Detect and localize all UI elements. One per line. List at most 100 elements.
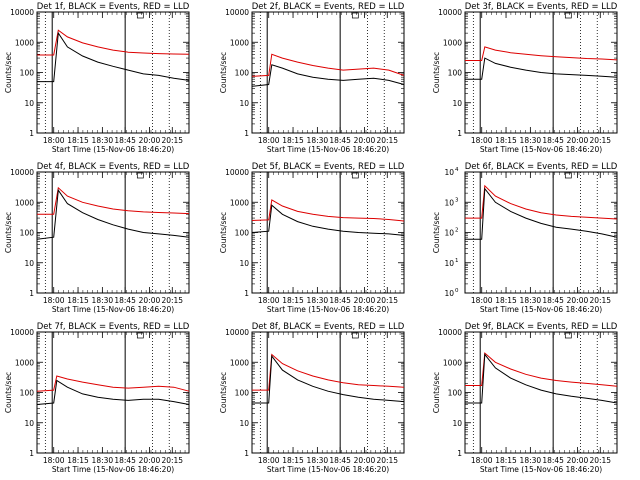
legend-box [564, 12, 572, 19]
x-tick-label: 18:45 [114, 136, 136, 145]
x-tick-label: 20:15 [376, 296, 398, 305]
x-tick-label: 20:15 [161, 136, 183, 145]
y-axis-label: Counts/sec [432, 372, 441, 413]
panel-7: Det 7f, BLACK = Events, RED = LLD 1 10 100 1… [4, 322, 190, 474]
y-axis-label: Counts/sec [4, 372, 13, 413]
panel-title: Det 5f, BLACK = Events, RED = LLD [252, 162, 405, 172]
x-tick-label: 20:00 [354, 456, 376, 465]
y-tick-label: 1 [457, 129, 462, 138]
lld-series-line [36, 375, 190, 392]
events-series-line [251, 64, 405, 87]
panel-4: Det 4f, BLACK = Events, RED = LLD 1 10 100 1… [4, 162, 190, 314]
events-series-line [36, 379, 190, 405]
y-tick-label: 10 [239, 419, 249, 428]
x-axis-label: Start Time (15-Nov-06 18:46:20) [267, 145, 389, 154]
y-tick-label: 100 [235, 389, 250, 398]
plot-frame [251, 331, 405, 454]
x-tick-label: 20:15 [161, 296, 183, 305]
y-tick-label: 10 [444, 289, 454, 298]
panel-title: Det 6f, BLACK = Events, RED = LLD [465, 162, 618, 172]
y-tick-label: 100 [235, 229, 250, 238]
y-tick-label: 1000 [230, 358, 249, 367]
plot-frame [464, 331, 618, 454]
x-tick-label: 18:45 [114, 296, 136, 305]
legend-box [351, 12, 359, 19]
x-tick-label: 20:00 [139, 296, 161, 305]
x-tick-label: 20:15 [589, 456, 611, 465]
lld-series-line [37, 29, 190, 56]
y-tick-label: 10000 [438, 328, 462, 337]
events-series-line [465, 353, 618, 404]
x-axis-label: Start Time (15-Nov-06 18:46:20) [480, 145, 602, 154]
x-tick-label: 18:15 [282, 456, 304, 465]
y-tick-exponent: 3 [455, 197, 459, 203]
panel-title: Det 3f, BLACK = Events, RED = LLD [465, 2, 618, 12]
y-tick-label: 100 [20, 69, 35, 78]
y-axis-label: Counts/sec [219, 372, 228, 413]
panel-8: Det 8f, BLACK = Events, RED = LLD 1 10 100 1… [219, 322, 405, 474]
plot-frame [251, 171, 405, 294]
x-tick-label: 18:15 [282, 136, 304, 145]
x-tick-label: 20:00 [139, 136, 161, 145]
plot-frame [251, 11, 405, 134]
y-tick-label: 10000 [225, 168, 249, 177]
legend-box [564, 172, 572, 179]
plot-frame [36, 331, 190, 454]
y-tick-label: 100 [20, 229, 35, 238]
x-tick-label: 20:00 [567, 296, 589, 305]
y-tick-label: 1000 [230, 198, 249, 207]
x-axis-label: Start Time (15-Nov-06 18:46:20) [480, 465, 602, 474]
panel-1: Det 1f, BLACK = Events, RED = LLD 1 10 100 1… [4, 2, 190, 154]
lld-series-line [37, 186, 190, 215]
panel-title: Det 7f, BLACK = Events, RED = LLD [37, 322, 190, 332]
legend-box [351, 172, 359, 179]
x-tick-label: 20:00 [567, 456, 589, 465]
y-tick-label: 1000 [230, 38, 249, 47]
x-tick-label: 18:30 [520, 136, 542, 145]
x-tick-label: 20:00 [354, 136, 376, 145]
legend-box [351, 332, 359, 339]
x-tick-label: 18:00 [258, 296, 280, 305]
x-tick-label: 18:00 [258, 136, 280, 145]
events-series-line [465, 187, 618, 240]
x-tick-label: 20:15 [376, 136, 398, 145]
x-tick-label: 20:15 [589, 296, 611, 305]
y-axis-label: Counts/sec [219, 212, 228, 253]
y-tick-label: 1000 [443, 358, 462, 367]
x-tick-label: 18:15 [495, 136, 517, 145]
x-tick-label: 18:00 [471, 296, 493, 305]
plot-frame [36, 11, 190, 134]
y-axis-label: Counts/sec [4, 52, 13, 93]
x-tick-label: 18:45 [329, 296, 351, 305]
x-tick-label: 18:30 [520, 456, 542, 465]
x-tick-label: 18:15 [495, 456, 517, 465]
y-tick-label: 10000 [225, 328, 249, 337]
x-tick-label: 20:00 [567, 136, 589, 145]
x-tick-label: 20:15 [376, 456, 398, 465]
x-tick-label: 18:00 [43, 456, 65, 465]
y-axis-label: Counts/sec [432, 52, 441, 93]
panel-3: Det 3f, BLACK = Events, RED = LLD 1 10 100 1… [432, 2, 618, 154]
x-tick-label: 20:15 [161, 456, 183, 465]
x-tick-label: 20:15 [589, 136, 611, 145]
x-tick-label: 18:45 [329, 136, 351, 145]
legend-box [136, 332, 144, 339]
x-tick-label: 18:15 [282, 296, 304, 305]
x-tick-label: 18:30 [307, 296, 329, 305]
y-tick-label: 10 [24, 259, 34, 268]
events-series-line [465, 57, 618, 80]
x-tick-label: 18:30 [307, 456, 329, 465]
y-tick-label: 1 [457, 449, 462, 458]
events-series-line [37, 31, 190, 83]
y-tick-label: 10000 [225, 8, 249, 17]
y-tick-label: 1 [29, 129, 34, 138]
y-tick-label: 1000 [15, 38, 34, 47]
x-tick-label: 18:30 [307, 136, 329, 145]
plot-frame [36, 171, 190, 294]
x-tick-label: 18:30 [520, 296, 542, 305]
y-tick-label: 1 [244, 449, 249, 458]
y-tick-label: 10000 [10, 168, 34, 177]
y-tick-label: 10 [24, 419, 34, 428]
y-tick-label: 1000 [15, 358, 34, 367]
